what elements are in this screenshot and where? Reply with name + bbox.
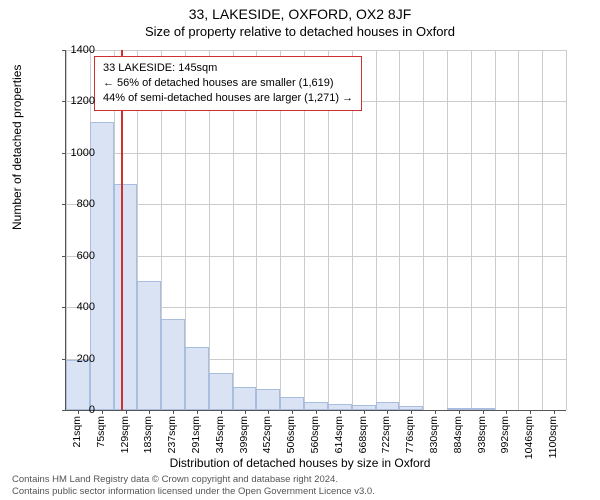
histogram-bar <box>114 184 138 410</box>
histogram-bar <box>233 387 257 410</box>
xtick-mark <box>268 410 269 414</box>
xtick-label: 560sqm <box>309 416 321 453</box>
xtick-mark <box>411 410 412 414</box>
xtick-mark <box>459 410 460 414</box>
gridline-vertical <box>447 50 448 410</box>
xtick-label: 75sqm <box>95 416 107 448</box>
xtick-label: 291sqm <box>190 416 202 453</box>
ytick-label: 400 <box>55 301 95 313</box>
histogram-bar <box>137 281 161 410</box>
gridline-vertical <box>423 50 424 410</box>
xtick-mark <box>126 410 127 414</box>
ytick-label: 200 <box>55 353 95 365</box>
footer-line-1: Contains HM Land Registry data © Crown c… <box>12 474 375 486</box>
gridline-vertical <box>518 50 519 410</box>
xtick-mark <box>221 410 222 414</box>
xtick-mark <box>435 410 436 414</box>
histogram-bar <box>256 389 280 410</box>
ytick-label: 800 <box>55 198 95 210</box>
xtick-mark <box>364 410 365 414</box>
xtick-mark <box>245 410 246 414</box>
xtick-label: 722sqm <box>380 416 392 453</box>
gridline-horizontal <box>66 204 566 205</box>
xtick-mark <box>530 410 531 414</box>
xtick-mark <box>197 410 198 414</box>
xtick-label: 884sqm <box>452 416 464 453</box>
gridline-vertical <box>471 50 472 410</box>
histogram-bar <box>280 397 304 410</box>
xtick-label: 345sqm <box>214 416 226 453</box>
xtick-label: 452sqm <box>261 416 273 453</box>
xtick-label: 1046sqm <box>523 416 535 459</box>
xtick-label: 21sqm <box>71 416 83 448</box>
ytick-label: 1400 <box>55 44 95 56</box>
gridline-horizontal <box>66 50 566 51</box>
xtick-label: 938sqm <box>476 416 488 453</box>
xtick-label: 506sqm <box>285 416 297 453</box>
marker-annotation-box: 33 LAKESIDE: 145sqm ← 56% of detached ho… <box>94 56 362 111</box>
footer-line-2: Contains public sector information licen… <box>12 486 375 498</box>
xtick-label: 992sqm <box>499 416 511 453</box>
xtick-mark <box>173 410 174 414</box>
gridline-vertical <box>399 50 400 410</box>
xtick-mark <box>102 410 103 414</box>
xtick-label: 614sqm <box>333 416 345 453</box>
xtick-mark <box>292 410 293 414</box>
xtick-label: 776sqm <box>404 416 416 453</box>
footer-attribution: Contains HM Land Registry data © Crown c… <box>12 474 375 498</box>
histogram-bar <box>209 373 233 410</box>
xtick-label: 237sqm <box>166 416 178 453</box>
xtick-label: 668sqm <box>357 416 369 453</box>
histogram-bar <box>90 122 114 410</box>
histogram-bar <box>304 402 328 410</box>
chart-container: 33, LAKESIDE, OXFORD, OX2 8JF Size of pr… <box>0 0 600 500</box>
xtick-label: 1100sqm <box>547 416 559 458</box>
gridline-vertical <box>566 50 567 410</box>
xtick-mark <box>340 410 341 414</box>
xtick-mark <box>387 410 388 414</box>
x-axis-label: Distribution of detached houses by size … <box>0 456 600 470</box>
xtick-mark <box>316 410 317 414</box>
gridline-horizontal <box>66 256 566 257</box>
histogram-bar <box>161 319 185 410</box>
histogram-bar <box>185 347 209 410</box>
xtick-label: 830sqm <box>428 416 440 453</box>
chart-title-sub: Size of property relative to detached ho… <box>0 22 600 39</box>
annotation-line-3: 44% of semi-detached houses are larger (… <box>103 91 353 106</box>
xtick-mark <box>506 410 507 414</box>
annotation-line-2: ← 56% of detached houses are smaller (1,… <box>103 76 353 91</box>
plot-area: 33 LAKESIDE: 145sqm ← 56% of detached ho… <box>65 50 566 411</box>
gridline-vertical <box>542 50 543 410</box>
chart-title-main: 33, LAKESIDE, OXFORD, OX2 8JF <box>0 0 600 22</box>
histogram-bar <box>376 402 400 410</box>
xtick-mark <box>483 410 484 414</box>
y-axis-label: Number of detached properties <box>10 65 24 230</box>
xtick-mark <box>149 410 150 414</box>
xtick-mark <box>554 410 555 414</box>
ytick-label: 600 <box>55 250 95 262</box>
gridline-vertical <box>495 50 496 410</box>
xtick-label: 183sqm <box>142 416 154 453</box>
gridline-horizontal <box>66 153 566 154</box>
annotation-line-1: 33 LAKESIDE: 145sqm <box>103 61 353 76</box>
xtick-label: 399sqm <box>238 416 250 453</box>
ytick-label: 1000 <box>55 147 95 159</box>
gridline-vertical <box>376 50 377 410</box>
xtick-label: 129sqm <box>119 416 131 453</box>
histogram-bar <box>66 360 90 410</box>
ytick-label: 0 <box>55 404 95 416</box>
ytick-label: 1200 <box>55 95 95 107</box>
